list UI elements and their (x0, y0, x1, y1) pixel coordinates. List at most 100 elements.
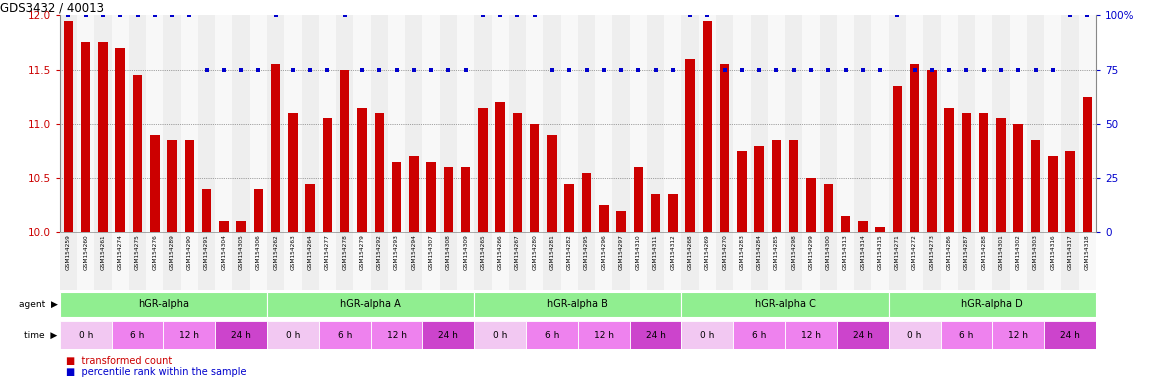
Point (612, 66, 630, 73)
Text: hGR-alpha B: hGR-alpha B (547, 299, 608, 310)
Bar (944, 108, 953, 232)
Text: GSM154284: GSM154284 (757, 234, 761, 270)
Bar (682, 15, 699, 232)
Text: GSM154297: GSM154297 (619, 234, 623, 270)
Bar (837, 15, 854, 232)
Bar (803, 15, 820, 232)
Point (353, 66, 371, 73)
Bar (1048, 156, 1058, 232)
Bar (923, 15, 941, 232)
Point (336, 12, 354, 18)
Bar (682, 292, 889, 317)
Bar (254, 189, 263, 232)
Text: GSM154312: GSM154312 (670, 234, 675, 270)
Text: GSM154308: GSM154308 (446, 234, 451, 270)
Bar (992, 232, 1010, 290)
Text: GSM154309: GSM154309 (463, 234, 468, 270)
Bar (941, 321, 992, 349)
Bar (129, 15, 146, 232)
Point (991, 66, 1010, 73)
Text: GSM154280: GSM154280 (532, 234, 537, 270)
Bar (388, 232, 405, 290)
Bar (474, 15, 491, 232)
Point (543, 66, 561, 73)
Text: 24 h: 24 h (645, 331, 666, 339)
Bar (1027, 15, 1044, 232)
Text: GSM154288: GSM154288 (981, 234, 987, 270)
Point (163, 12, 182, 18)
Text: 12 h: 12 h (802, 331, 821, 339)
Point (1060, 12, 1079, 18)
Bar (526, 232, 543, 290)
Bar (184, 140, 194, 232)
Point (750, 66, 768, 73)
Bar (98, 43, 108, 232)
Bar (665, 15, 682, 232)
Text: GSM154298: GSM154298 (791, 234, 796, 270)
Bar (837, 232, 854, 290)
Bar (682, 321, 734, 349)
Point (388, 66, 406, 73)
Text: GSM154292: GSM154292 (377, 234, 382, 270)
Point (94, 12, 113, 18)
Point (267, 12, 285, 18)
Point (595, 66, 613, 73)
Bar (474, 292, 682, 317)
Bar (250, 232, 267, 290)
Bar (306, 184, 315, 232)
Bar (146, 232, 163, 290)
Bar (682, 232, 699, 290)
Text: hGR-alpha C: hGR-alpha C (754, 299, 815, 310)
Point (957, 66, 975, 73)
Bar (439, 15, 457, 232)
Bar (547, 135, 557, 232)
Bar (923, 232, 941, 290)
Text: GSM154313: GSM154313 (843, 234, 848, 270)
Bar (889, 292, 1096, 317)
Bar (267, 15, 284, 232)
Bar (215, 15, 232, 232)
Text: agent  ▶: agent ▶ (18, 300, 58, 309)
Bar (837, 321, 889, 349)
Bar (267, 232, 284, 290)
Point (1078, 12, 1096, 18)
Bar (60, 232, 77, 290)
Bar (699, 15, 716, 232)
Text: GSM154276: GSM154276 (152, 234, 158, 270)
Text: 6 h: 6 h (752, 331, 766, 339)
Text: GSM154317: GSM154317 (1067, 234, 1073, 270)
Point (457, 66, 475, 73)
Point (698, 12, 716, 18)
Bar (1079, 232, 1096, 290)
Bar (115, 48, 125, 232)
Bar (474, 321, 526, 349)
Text: GSM154274: GSM154274 (117, 234, 123, 270)
Bar (77, 232, 94, 290)
Text: GSM154301: GSM154301 (998, 234, 1004, 270)
Bar (720, 64, 729, 232)
Bar (1082, 97, 1092, 232)
Text: GSM154263: GSM154263 (291, 234, 296, 270)
Bar (163, 232, 181, 290)
Bar (854, 15, 872, 232)
Bar (163, 321, 215, 349)
Bar (772, 140, 781, 232)
Point (491, 12, 509, 18)
Point (405, 66, 423, 73)
Bar (1010, 15, 1027, 232)
Bar (319, 232, 336, 290)
Text: 6 h: 6 h (130, 331, 145, 339)
Text: GSM154272: GSM154272 (912, 234, 917, 270)
Text: GSM154299: GSM154299 (808, 234, 813, 270)
Bar (232, 232, 250, 290)
Text: GSM154282: GSM154282 (567, 234, 572, 270)
Bar (491, 232, 508, 290)
Text: GSM154290: GSM154290 (186, 234, 192, 270)
Text: GSM154300: GSM154300 (826, 234, 830, 270)
Text: GSM154278: GSM154278 (343, 234, 347, 270)
Point (301, 66, 320, 73)
Text: GSM154261: GSM154261 (100, 234, 106, 270)
Bar (823, 184, 833, 232)
Point (819, 66, 837, 73)
Bar (716, 15, 734, 232)
